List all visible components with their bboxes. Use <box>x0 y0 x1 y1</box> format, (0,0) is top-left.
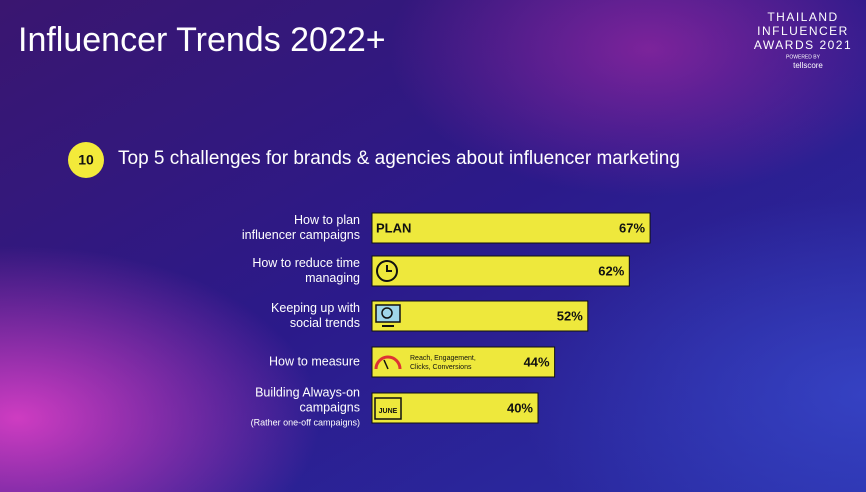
value-label: 67% <box>619 220 645 235</box>
icon-label: Reach, Engagement, <box>410 355 476 362</box>
category-label: campaigns <box>300 400 360 414</box>
badge-number: 10 <box>78 152 94 168</box>
chart-title: Top 5 challenges for brands & agencies a… <box>118 148 680 169</box>
logo-powered: POWERED BY <box>786 54 821 60</box>
category-note: (Rather one-off campaigns) <box>251 417 360 427</box>
slide-title: Influencer Trends 2022+ <box>18 21 386 59</box>
bar <box>371 212 651 244</box>
icon-magnifier <box>381 307 393 319</box>
value-label: 62% <box>598 263 624 278</box>
value-label: 52% <box>557 308 583 323</box>
icon-label: PLAN <box>376 220 411 235</box>
icon-calendar <box>374 397 402 420</box>
icon-clock <box>376 260 398 282</box>
logo-line: AWARDS 2021 <box>754 38 852 52</box>
badge <box>68 142 104 178</box>
icon-label: Clicks, Conversions <box>410 364 472 371</box>
category-label: social trends <box>290 316 360 330</box>
bar <box>371 255 630 287</box>
category-label: How to measure <box>269 354 360 368</box>
value-label: 44% <box>524 354 550 369</box>
logo-line: THAILAND <box>767 10 838 24</box>
category-label: influencer campaigns <box>242 228 360 242</box>
icon-clock-hands <box>386 265 392 272</box>
icon-needle <box>383 359 389 370</box>
category-label: How to plan <box>294 213 360 227</box>
category-label: Building Always-on <box>255 385 360 399</box>
logo: THAILAND INFLUENCER AWARDS 2021 POWERED … <box>754 10 852 70</box>
logo-brand: tellscore <box>793 61 823 70</box>
icon-label: JUNE <box>379 408 398 415</box>
bar <box>371 346 556 378</box>
category-label: How to reduce time <box>252 256 360 270</box>
logo-line: INFLUENCER <box>757 24 849 38</box>
icon-gauge <box>374 355 402 370</box>
category-label: managing <box>305 271 360 285</box>
bar <box>371 300 589 332</box>
icon-monitor <box>375 304 401 323</box>
category-label: Keeping up with <box>271 301 360 315</box>
value-label: 40% <box>507 400 533 415</box>
